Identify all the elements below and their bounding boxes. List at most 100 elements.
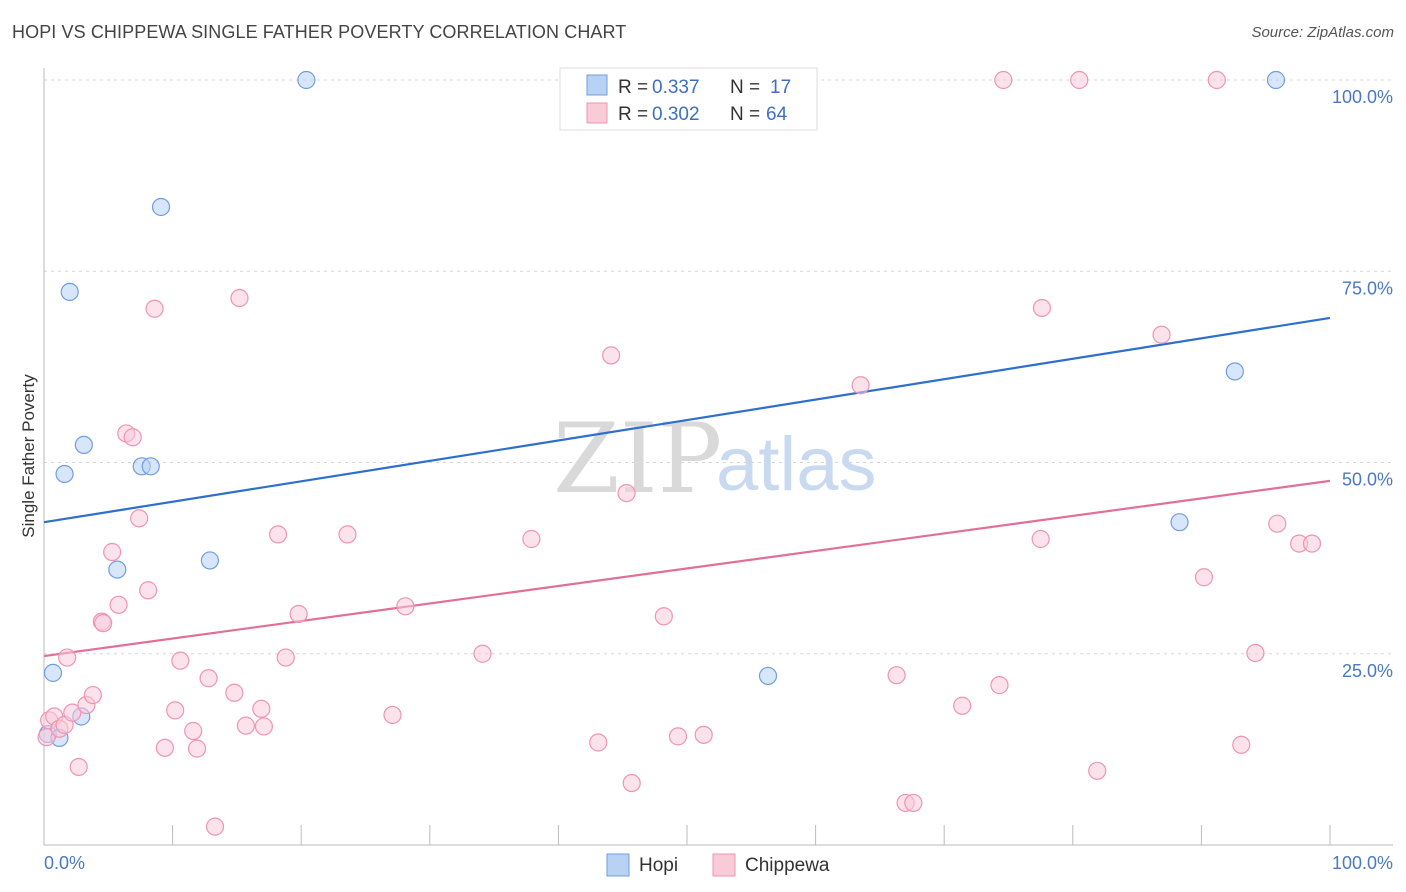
- chippewa-point: [130, 509, 149, 528]
- chippewa-point: [171, 651, 190, 670]
- legend: R = 0.337 N = 17 R = 0.302 N = 64: [559, 67, 818, 131]
- hopi-point: [151, 197, 171, 217]
- chippewa-point: [276, 648, 295, 667]
- chippewa-point: [289, 604, 308, 624]
- hopi-point: [200, 551, 219, 570]
- chippewa-point: [383, 705, 402, 725]
- chippewa-point: [1207, 70, 1226, 90]
- chippewa-point: [254, 717, 274, 736]
- chippewa-point: [1232, 735, 1251, 754]
- chippewa-point: [1152, 325, 1171, 344]
- chippewa-point: [1268, 514, 1287, 533]
- chippewa-point: [63, 703, 82, 722]
- chippewa-point: [94, 614, 113, 633]
- chippewa-point: [155, 738, 174, 757]
- bottom-legend-swatch-chippewa[interactable]: [712, 853, 736, 877]
- hopi-point: [60, 282, 79, 302]
- chippewa-point: [1070, 70, 1089, 90]
- chippewa-point: [694, 725, 713, 744]
- legend-hopi-n-value: 17: [770, 77, 791, 98]
- chippewa-point: [123, 428, 142, 447]
- chippewa-point: [252, 699, 271, 718]
- hopi-point: [1170, 513, 1189, 532]
- bottom-legend-swatch-hopi[interactable]: [606, 853, 630, 877]
- hopi-point: [108, 560, 127, 579]
- chippewa-point: [851, 376, 870, 395]
- legend-chippewa-r-label: R =: [618, 104, 648, 125]
- chippewa-trend-line: [43, 479, 1331, 658]
- hopi-point: [758, 666, 778, 686]
- chippewa-point: [1032, 298, 1052, 318]
- hopi-point: [297, 70, 316, 90]
- chippewa-point: [69, 757, 88, 777]
- chippewa-point: [473, 644, 492, 663]
- chippewa-point: [654, 607, 673, 626]
- y-tick-label-100: 100.0%: [1332, 87, 1393, 107]
- chippewa-point: [589, 733, 608, 752]
- chippewa-point: [199, 669, 218, 688]
- hopi-point: [55, 464, 74, 484]
- chippewa-point: [622, 773, 641, 793]
- y-tick-label-25: 25.0%: [1342, 661, 1393, 681]
- y-tick-label-50: 50.0%: [1342, 470, 1393, 490]
- hopi-point: [141, 457, 160, 476]
- chippewa-point: [990, 676, 1009, 695]
- bottom-legend-chippewa[interactable]: Chippewa: [745, 855, 830, 876]
- chippewa-point: [953, 696, 972, 715]
- hopi-point: [43, 663, 63, 682]
- chippewa-point: [225, 683, 244, 702]
- x-tick-labels: 0.0% 100.0%: [44, 853, 1393, 873]
- x-tick-label-max: 100.0%: [1332, 853, 1393, 873]
- chippewa-point: [396, 597, 415, 616]
- x-axis-ticks: [172, 825, 1331, 845]
- chippewa-point: [1088, 761, 1107, 780]
- chippewa-point: [1031, 529, 1050, 549]
- chippewa-point: [58, 648, 77, 667]
- hopi-point: [74, 435, 93, 455]
- chippewa-point: [668, 727, 688, 746]
- legend-chippewa-r-value: 0.302: [652, 104, 700, 125]
- data-points: [37, 70, 1322, 836]
- legend-hopi-r-value: 0.337: [652, 77, 700, 98]
- series-chippewa: [37, 70, 1322, 836]
- chippewa-point: [887, 666, 906, 685]
- chippewa-point: [994, 70, 1013, 90]
- legend-chippewa-n-value: 64: [766, 104, 788, 125]
- source-credit: Source: ZipAtlas.com: [1251, 24, 1394, 41]
- chippewa-point: [522, 529, 541, 549]
- chippewa-point: [1302, 534, 1322, 553]
- chippewa-point: [187, 739, 207, 758]
- bottom-legend-hopi[interactable]: Hopi: [639, 855, 678, 876]
- bottom-legend[interactable]: Hopi Chippewa: [606, 853, 830, 877]
- chippewa-point: [205, 817, 225, 836]
- legend-chippewa-n-label: N =: [730, 104, 760, 125]
- chippewa-point: [166, 701, 185, 720]
- legend-swatch-chippewa: [586, 102, 608, 124]
- chart-title: HOPI VS CHIPPEWA SINGLE FATHER POVERTY C…: [12, 22, 627, 42]
- chippewa-point: [230, 288, 249, 308]
- legend-swatch-hopi: [586, 74, 608, 96]
- trend-lines: [43, 316, 1331, 658]
- chippewa-point: [617, 484, 636, 503]
- chippewa-point: [184, 721, 203, 741]
- chippewa-point: [139, 581, 158, 600]
- chippewa-point: [145, 299, 164, 318]
- chippewa-point: [338, 525, 357, 544]
- watermark-zip: ZIP: [553, 403, 722, 515]
- y-tick-label-75: 75.0%: [1342, 278, 1393, 298]
- chippewa-point: [904, 793, 923, 813]
- chippewa-point: [83, 685, 102, 705]
- gridlines: [44, 79, 1393, 655]
- legend-hopi-r-label: R =: [618, 77, 648, 98]
- hopi-point: [1266, 70, 1286, 90]
- chippewa-point: [103, 542, 122, 562]
- hopi-point: [1225, 362, 1244, 381]
- y-tick-labels: 100.0% 75.0% 50.0% 25.0%: [1332, 87, 1393, 681]
- legend-hopi-n-label: N =: [730, 77, 760, 98]
- chippewa-point: [1246, 643, 1265, 663]
- chippewa-point: [602, 346, 621, 365]
- y-axis-label: Single Father Poverty: [19, 374, 38, 538]
- chippewa-point: [109, 595, 128, 614]
- x-tick-label-min: 0.0%: [44, 853, 85, 873]
